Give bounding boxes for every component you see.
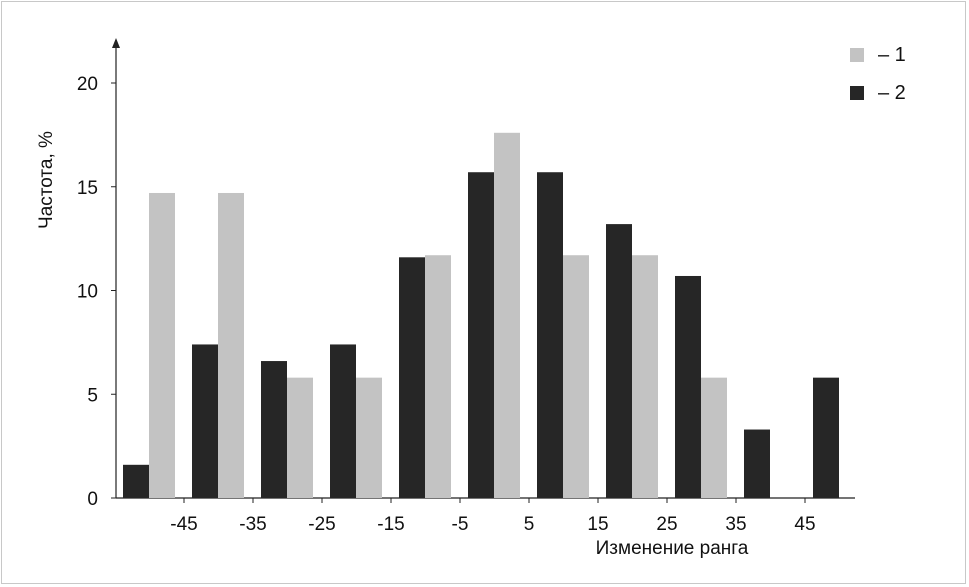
y-tick-label: 0 xyxy=(87,489,98,510)
bar-series-2 xyxy=(744,429,770,498)
x-tick-label: -25 xyxy=(308,514,335,535)
bar-series-2 xyxy=(606,224,632,498)
bar-series-1 xyxy=(494,132,520,499)
bar-series-2 xyxy=(675,275,701,498)
legend-swatch xyxy=(850,48,864,62)
x-tick-label: 15 xyxy=(587,514,608,535)
y-tick-label: 20 xyxy=(77,74,98,95)
y-tick-label: 15 xyxy=(77,178,98,199)
y-tick-label: 10 xyxy=(77,282,98,303)
x-tick-label: 45 xyxy=(794,514,815,535)
bar-series-1 xyxy=(287,377,313,498)
x-axis-title: Изменение ранга xyxy=(596,538,749,559)
bar-series-1 xyxy=(701,377,727,498)
x-tick-label: 25 xyxy=(656,514,677,535)
x-tick-label: 5 xyxy=(524,514,535,535)
bar-series-1 xyxy=(632,255,658,498)
legend: – 1 – 2 xyxy=(850,44,906,104)
bar-series-1 xyxy=(356,377,382,498)
bar-series-1 xyxy=(425,255,451,498)
y-tick-labels: 0 5 10 15 20 xyxy=(77,74,98,510)
y-axis-title: Частота, % xyxy=(36,131,57,229)
bar-series-2 xyxy=(123,464,149,498)
bar-series-1 xyxy=(563,255,589,498)
bar-series-2 xyxy=(261,361,287,498)
x-tick-label: -15 xyxy=(377,514,404,535)
legend-swatch xyxy=(850,86,864,100)
x-tick-labels: -45 -35 -25 -15 -5 5 15 25 35 45 xyxy=(170,514,815,535)
bar-series-2 xyxy=(813,377,839,498)
bar-series-1 xyxy=(218,192,244,498)
y-axis-arrow xyxy=(112,38,120,48)
x-tick-label: -35 xyxy=(239,514,266,535)
bar-series-1 xyxy=(149,192,175,498)
bars xyxy=(123,132,839,499)
bar-series-2 xyxy=(399,257,425,498)
x-tick-label: -5 xyxy=(452,514,469,535)
bar-series-2 xyxy=(468,172,494,498)
legend-label: – 1 xyxy=(878,44,906,66)
bar-series-2 xyxy=(330,344,356,498)
bar-series-2 xyxy=(537,172,563,498)
legend-label: – 2 xyxy=(878,82,906,104)
x-tick-label: -45 xyxy=(170,514,197,535)
x-tick-label: 35 xyxy=(725,514,746,535)
y-tick-label: 5 xyxy=(87,385,98,406)
bar-series-2 xyxy=(192,344,218,498)
